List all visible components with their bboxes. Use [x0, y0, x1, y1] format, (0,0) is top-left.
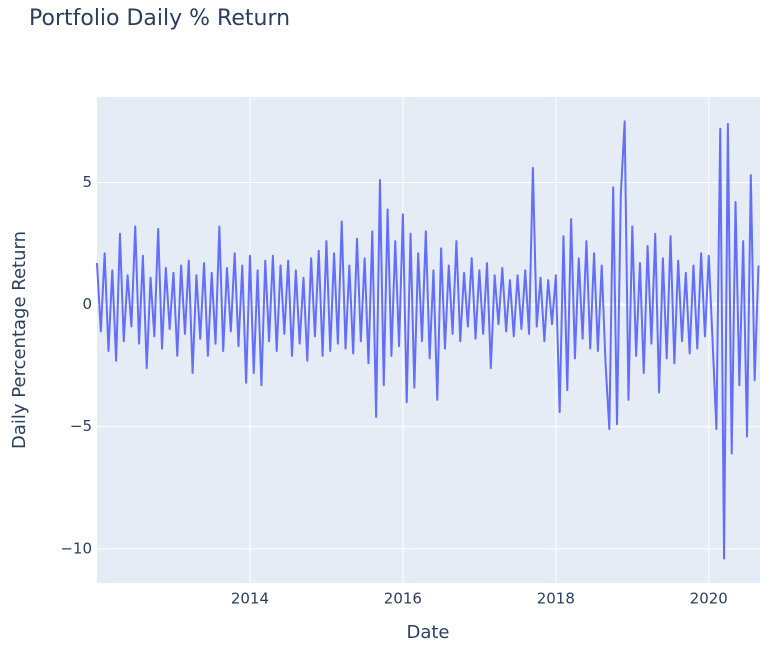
x-tick-label: 2020	[690, 590, 728, 608]
chart-title: Portfolio Daily % Return	[29, 6, 290, 31]
y-tick-label: 5	[82, 173, 92, 191]
x-tick-label: 2016	[384, 590, 422, 608]
y-tick-label: −10	[60, 539, 92, 557]
x-tick-label: 2018	[537, 590, 575, 608]
x-axis-label: Date	[406, 622, 449, 643]
x-tick-label: 2014	[231, 590, 269, 608]
y-tick-label: 0	[82, 295, 92, 313]
y-axis-label: Daily Percentage Return	[9, 231, 30, 449]
y-tick-label: −5	[70, 417, 92, 435]
series-line	[96, 120, 760, 560]
